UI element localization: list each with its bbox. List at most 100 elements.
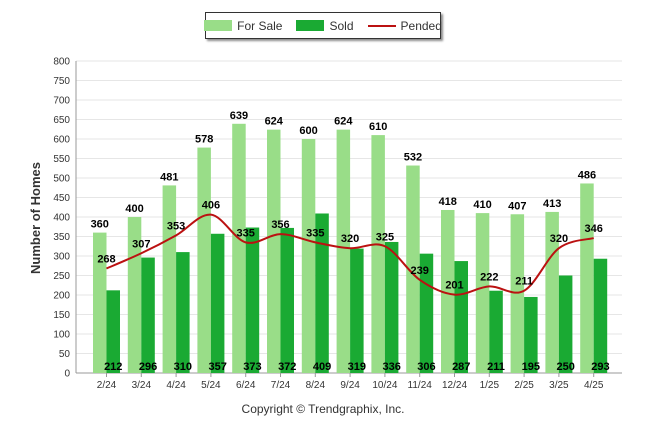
sold-value-label: 293	[591, 361, 609, 373]
x-axis: 2/24 3/24 4/24 5/24 6/24 7/24 8/24 9/24 10/24 11/…	[76, 372, 622, 391]
pended-value-label: 335	[306, 227, 324, 239]
sold-value-label: 296	[139, 361, 157, 373]
y-tick-label: 0	[64, 369, 70, 380]
pended-value-label: 201	[445, 280, 463, 292]
pended-line	[106, 213, 594, 296]
for-sale-value-label: 400	[125, 203, 143, 215]
x-tick-label: 12/24	[442, 380, 467, 391]
pended-value-label: 406	[202, 200, 220, 212]
for-sale-value-label: 578	[195, 134, 213, 146]
sold-value-label: 195	[522, 361, 540, 373]
for-sale-value-label: 410	[473, 199, 491, 211]
pended-value-label: 335	[237, 227, 255, 239]
y-tick-label: 350	[53, 232, 70, 243]
legend-item-for-sale: For Sale	[204, 19, 282, 33]
y-tick-label: 650	[53, 115, 70, 126]
for-sale-value-label: 418	[439, 196, 457, 208]
for-sale-bar	[232, 123, 246, 373]
pended-line-path	[106, 213, 594, 296]
sold-bar	[384, 241, 399, 373]
for-sale-bar	[197, 147, 211, 373]
y-tick-label: 500	[53, 174, 70, 185]
pended-value-label: 268	[97, 253, 115, 265]
for-sale-bar	[371, 135, 385, 373]
for-sale-swatch	[204, 20, 233, 31]
x-tick-label: 5/24	[201, 380, 221, 391]
pended-value-label: 211	[515, 276, 533, 288]
for-sale-bar	[441, 209, 455, 373]
sold-bar	[210, 233, 225, 373]
for-sale-bar	[510, 214, 525, 373]
pended-value-label: 346	[585, 223, 603, 235]
y-tick-label: 250	[53, 271, 70, 282]
sold-bar	[593, 258, 608, 373]
sold-bar	[524, 296, 538, 373]
for-sale-bar	[406, 165, 420, 373]
y-tick-label: 150	[53, 310, 70, 321]
sold-value-label: 212	[104, 361, 122, 373]
x-tick-label: 2/25	[514, 380, 534, 391]
x-tick-label: 3/24	[132, 380, 152, 391]
sold-bar	[350, 248, 364, 373]
sold-value-label: 372	[278, 361, 296, 373]
y-axis: 0 50 100 150 200 250 300 350 400 450 500 550 600 650 7…	[53, 57, 77, 380]
y-tick-label: 450	[53, 193, 70, 204]
sold-value-label: 306	[417, 361, 435, 373]
sold-bar	[106, 290, 120, 373]
x-tick-label: 4/25	[584, 380, 604, 391]
sold-bar	[280, 227, 294, 373]
sold-value-label: 319	[348, 361, 366, 373]
x-tick-label: 8/24	[306, 380, 326, 391]
for-sale-value-label: 624	[265, 116, 284, 128]
sold-value-label: 336	[382, 361, 400, 373]
for-sale-bar	[336, 129, 351, 373]
bars	[93, 123, 608, 373]
x-tick-label: 7/24	[271, 380, 291, 391]
for-sale-value-label: 532	[404, 152, 422, 164]
for-sale-value-label: 413	[543, 198, 561, 210]
legend-item-sold: Sold	[296, 18, 354, 33]
y-axis-title: Number of Homes	[28, 162, 43, 274]
sold-bar	[489, 290, 503, 373]
y-tick-label: 750	[53, 76, 70, 87]
copyright: Copyright © Trendgraphix, Inc.	[241, 402, 405, 416]
pended-value-label: 307	[132, 238, 150, 250]
x-tick-label: 6/24	[236, 380, 256, 391]
for-sale-bar	[475, 213, 490, 373]
y-tick-label: 100	[53, 330, 70, 341]
sold-value-label: 409	[313, 361, 331, 373]
pended-value-label: 325	[376, 231, 394, 243]
x-tick-label: 1/25	[480, 380, 500, 391]
for-sale-value-label: 624	[334, 116, 353, 128]
for-sale-bar	[267, 129, 281, 373]
legend-label-sold: Sold	[329, 18, 354, 33]
sold-value-label: 310	[174, 361, 192, 373]
y-tick-label: 400	[53, 213, 70, 224]
for-sale-value-label: 639	[230, 110, 248, 122]
sold-value-label: 357	[208, 361, 226, 373]
legend-label-pended: Pended	[400, 18, 442, 33]
x-tick-label: 10/24	[372, 380, 397, 391]
for-sale-bar	[162, 185, 177, 373]
sold-bar	[245, 227, 260, 373]
x-tick-label: 9/24	[340, 380, 360, 391]
sold-value-label: 211	[487, 361, 505, 373]
y-tick-label: 550	[53, 154, 70, 165]
for-sale-bar	[93, 232, 107, 373]
pended-swatch	[367, 24, 396, 27]
y-tick-label: 800	[53, 57, 70, 68]
for-sale-value-label: 481	[160, 171, 178, 183]
for-sale-value-label: 407	[508, 200, 526, 212]
y-tick-label: 700	[53, 96, 70, 107]
sold-swatch	[296, 20, 325, 31]
x-tick-label: 11/24	[408, 380, 433, 391]
for-sale-value-label: 360	[91, 219, 109, 231]
pended-value-label: 356	[271, 219, 289, 231]
y-tick-label: 200	[53, 291, 70, 302]
for-sale-bar	[127, 217, 142, 373]
sold-bar	[141, 257, 155, 373]
for-sale-value-label: 610	[369, 121, 387, 133]
data-labels: 360 212 400 296 481 310 578 357 639 373 624 372 600 4…	[91, 110, 610, 373]
legend-item-pended: Pended	[367, 18, 442, 33]
